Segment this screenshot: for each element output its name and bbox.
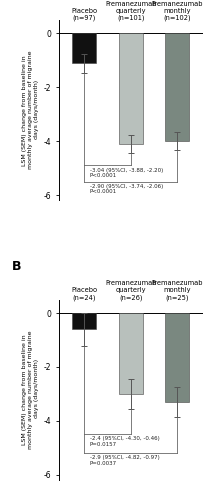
- Text: B: B: [12, 260, 22, 273]
- Bar: [119, 34, 143, 144]
- Text: -2.90 (95%CI, -3.74, -2.06)
P<0.0001: -2.90 (95%CI, -3.74, -2.06) P<0.0001: [90, 184, 163, 194]
- Bar: [119, 313, 143, 394]
- Text: -2.4 (95%CI, -4.30, -0.46)
P=0.0157: -2.4 (95%CI, -4.30, -0.46) P=0.0157: [90, 436, 159, 447]
- Text: Placebo
(n=97): Placebo (n=97): [71, 8, 97, 21]
- Text: -3.04 (95%CI, -3.88, -2.20)
P<0.0001: -3.04 (95%CI, -3.88, -2.20) P<0.0001: [90, 168, 163, 178]
- Text: -2.9 (95%CI, -4.82, -0.97)
P=0.0037: -2.9 (95%CI, -4.82, -0.97) P=0.0037: [90, 455, 159, 466]
- Bar: [72, 34, 96, 63]
- Text: Fremanezumab
quarterly
(n=101): Fremanezumab quarterly (n=101): [105, 0, 156, 21]
- Text: Fremanezumab
monthly
(n=25): Fremanezumab monthly (n=25): [151, 280, 203, 300]
- Bar: [72, 313, 96, 329]
- Bar: [165, 34, 189, 141]
- Text: Fremanezumab
quarterly
(n=26): Fremanezumab quarterly (n=26): [105, 280, 156, 300]
- Bar: [165, 313, 189, 402]
- Y-axis label: LSM (SEM) change from baseline in
monthly average number of migraine
 days (days: LSM (SEM) change from baseline in monthl…: [23, 330, 39, 449]
- Text: Placebo
(n=24): Placebo (n=24): [71, 287, 97, 300]
- Y-axis label: LSM (SEM) change from baseline in
monthly average number of migraine
 days (days: LSM (SEM) change from baseline in monthl…: [23, 51, 39, 170]
- Text: Fremanezumab
monthly
(n=102): Fremanezumab monthly (n=102): [151, 0, 203, 21]
